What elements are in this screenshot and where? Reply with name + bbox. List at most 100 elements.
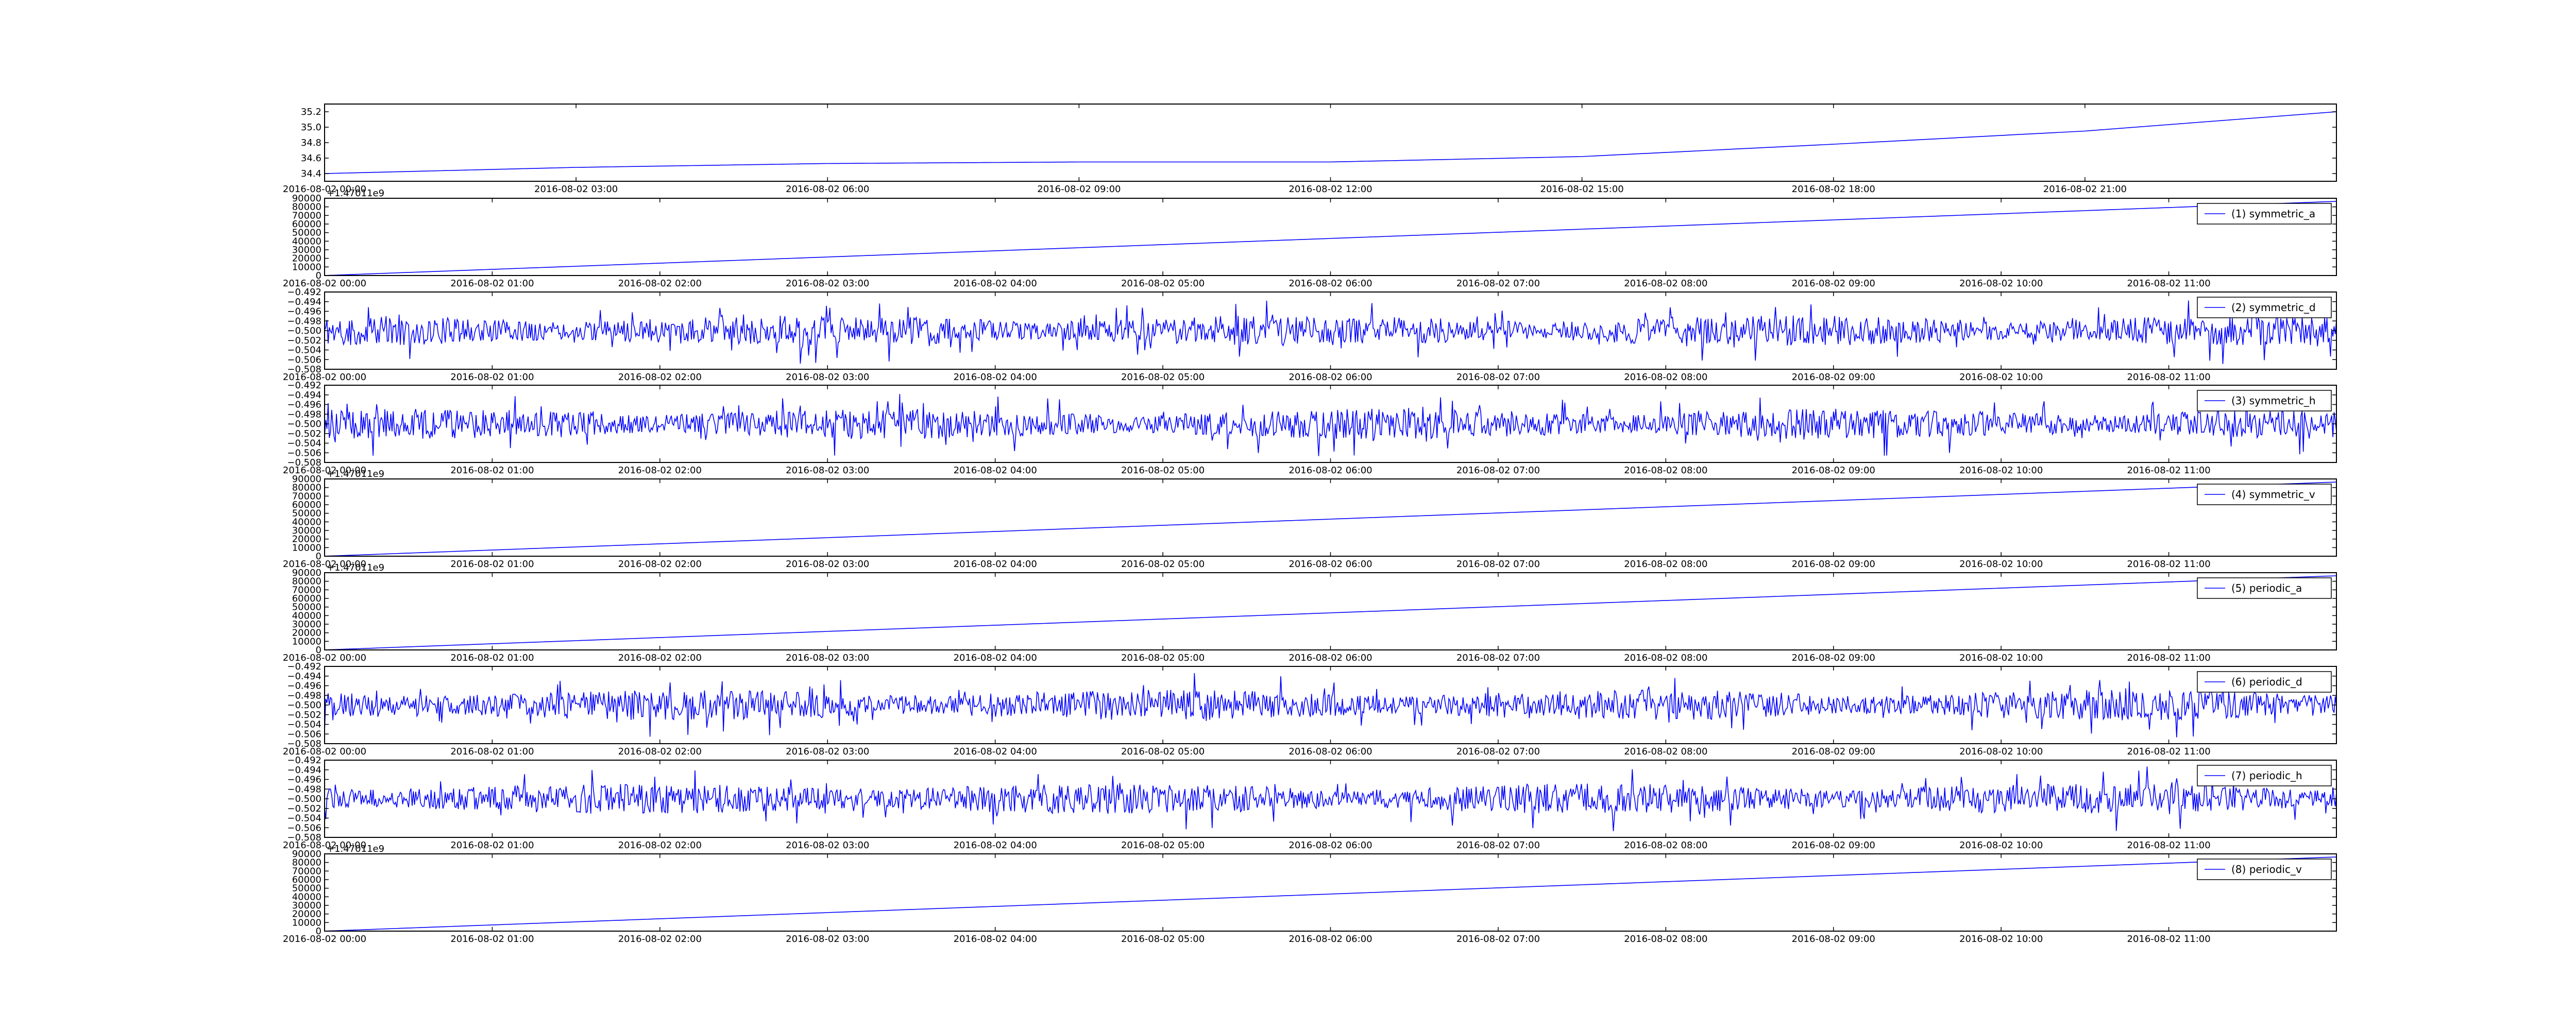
y-tick-label: 0	[316, 270, 321, 281]
y-tick-label: 60000	[292, 219, 321, 230]
x-tick-label: 2016-08-02 18:00	[1792, 184, 1875, 195]
x-tick-label: 2016-08-02 04:00	[954, 559, 1037, 570]
x-tick-label: 2016-08-02 05:00	[1121, 653, 1205, 663]
y-tick-label: 90000	[292, 568, 321, 578]
x-tick-label: 2016-08-02 10:00	[1959, 746, 2043, 757]
x-tick-label: 2016-08-02 02:00	[618, 559, 702, 570]
y-tick-label: 10000	[292, 917, 321, 928]
y-tick-label: −0.504	[287, 345, 321, 356]
y-tick-label: 80000	[292, 576, 321, 587]
y-tick-label: −0.502	[287, 428, 321, 439]
y-tick-label: 0	[316, 645, 321, 656]
x-tick-label: 2016-08-02 04:00	[954, 840, 1037, 851]
panel-0: 34.4 34.6 34.8 35.0 35.2 2016-08-02 00:00 2016…	[283, 104, 2337, 195]
y-tick-label: 20000	[292, 628, 321, 639]
panel-1: 0100002000030000400005000060000700008000…	[283, 188, 2337, 289]
x-tick-label: 2016-08-02 07:00	[1456, 746, 1540, 757]
axes-frame-0	[324, 104, 2337, 182]
y-tick-label: 20000	[292, 909, 321, 920]
x-tick-label: 2016-08-02 05:00	[1121, 746, 1205, 757]
x-tick-label: 2016-08-02 09:00	[1792, 559, 1875, 570]
x-tick-label: 2016-08-02 06:00	[786, 184, 869, 195]
y-tick-label: −0.492	[287, 755, 321, 766]
x-tick-label: 2016-08-02 02:00	[618, 465, 702, 476]
legend-label: (8) periodic_v	[2231, 863, 2302, 876]
y-tick-label: −0.502	[287, 335, 321, 346]
axes-frame-1	[324, 198, 2337, 276]
y-tick-label: −0.496	[287, 681, 321, 692]
x-tick-label: 2016-08-02 11:00	[2127, 653, 2210, 663]
x-tick-label: 2016-08-02 00:00	[283, 184, 366, 195]
y-tick-label: −0.496	[287, 306, 321, 317]
x-tick-label: 2016-08-02 01:00	[450, 559, 534, 570]
x-tick-label: 2016-08-02 05:00	[1121, 278, 1205, 289]
series-line-6	[325, 673, 2336, 737]
x-tick-label: 2016-08-02 01:00	[450, 278, 534, 289]
y-tick-label: −0.506	[287, 448, 321, 458]
x-tick-label: 2016-08-02 04:00	[954, 278, 1037, 289]
x-tick-label: 2016-08-02 00:00	[283, 465, 366, 476]
y-tick-label: 80000	[292, 483, 321, 493]
x-tick-label: 2016-08-02 00:00	[283, 840, 366, 851]
legend-label: (3) symmetric_h	[2231, 394, 2316, 407]
x-tick-label: 2016-08-02 10:00	[1959, 934, 2043, 945]
y-tick-label: −0.506	[287, 354, 321, 365]
y-tick-label: 30000	[292, 619, 321, 630]
x-tick-label: 2016-08-02 09:00	[1792, 278, 1875, 289]
panel-6: −0.508−0.506−0.504−0.502−0.500−0.498−0.4…	[283, 661, 2337, 757]
y-tick-label: 50000	[292, 228, 321, 238]
y-tick-label: 34.8	[301, 138, 321, 148]
y-tick-label: 10000	[292, 636, 321, 647]
y-tick-label: −0.504	[287, 813, 321, 824]
y-tick-label: 40000	[292, 891, 321, 902]
y-tick-label: 90000	[292, 193, 321, 204]
y-tick-label: 50000	[292, 602, 321, 613]
x-tick-label: 2016-08-02 01:00	[450, 746, 534, 757]
x-tick-label: 2016-08-02 07:00	[1456, 465, 1540, 476]
x-tick-label: 2016-08-02 11:00	[2127, 372, 2210, 383]
y-tick-label: −0.506	[287, 822, 321, 833]
y-tick-label: 0	[316, 926, 321, 937]
x-tick-label: 2016-08-02 02:00	[618, 653, 702, 663]
x-tick-label: 2016-08-02 21:00	[2043, 184, 2127, 195]
x-tick-label: 2016-08-02 08:00	[1624, 559, 1707, 570]
x-tick-label: 2016-08-02 03:00	[786, 465, 869, 476]
y-tick-label: 80000	[292, 857, 321, 868]
x-tick-label: 2016-08-02 11:00	[2127, 278, 2210, 289]
x-tick-label: 2016-08-02 06:00	[1289, 278, 1372, 289]
x-tick-label: 2016-08-02 05:00	[1121, 840, 1205, 851]
panel-4: 0100002000030000400005000060000700008000…	[283, 469, 2337, 570]
x-tick-label: 2016-08-02 03:00	[786, 840, 869, 851]
x-tick-label: 2016-08-02 01:00	[450, 840, 534, 851]
y-tick-label: −0.504	[287, 719, 321, 730]
x-tick-label: 2016-08-02 03:00	[786, 278, 869, 289]
y-tick-label: −0.492	[287, 380, 321, 391]
panel-2: −0.508−0.506−0.504−0.502−0.500−0.498−0.4…	[283, 287, 2337, 383]
x-tick-label: 2016-08-02 11:00	[2127, 465, 2210, 476]
y-tick-label: −0.498	[287, 409, 321, 420]
y-tick-label: −0.502	[287, 710, 321, 720]
x-tick-label: 2016-08-02 08:00	[1624, 934, 1707, 945]
y-tick-label: −0.492	[287, 287, 321, 298]
y-tick-label: 70000	[292, 210, 321, 221]
x-tick-label: 2016-08-02 02:00	[618, 278, 702, 289]
y-tick-label: −0.496	[287, 775, 321, 785]
panel-7: −0.508−0.506−0.504−0.502−0.500−0.498−0.4…	[283, 755, 2337, 851]
x-tick-label: 2016-08-02 02:00	[618, 934, 702, 945]
y-tick-label: −0.500	[287, 419, 321, 430]
y-tick-label: 40000	[292, 610, 321, 621]
x-tick-label: 2016-08-02 03:00	[786, 934, 869, 945]
x-tick-label: 2016-08-02 03:00	[534, 184, 618, 195]
y-tick-label: −0.498	[287, 784, 321, 795]
x-tick-label: 2016-08-02 09:00	[1792, 465, 1875, 476]
x-tick-label: 2016-08-02 06:00	[1289, 465, 1372, 476]
y-tick-label: 90000	[292, 474, 321, 485]
x-tick-label: 2016-08-02 06:00	[1289, 746, 1372, 757]
y-tick-label: −0.500	[287, 325, 321, 336]
x-tick-label: 2016-08-02 05:00	[1121, 934, 1205, 945]
x-tick-label: 2016-08-02 08:00	[1624, 840, 1707, 851]
x-tick-label: 2016-08-02 00:00	[283, 653, 366, 663]
x-tick-label: 2016-08-02 10:00	[1959, 465, 2043, 476]
panel-3: −0.508−0.506−0.504−0.502−0.500−0.498−0.4…	[283, 380, 2337, 476]
